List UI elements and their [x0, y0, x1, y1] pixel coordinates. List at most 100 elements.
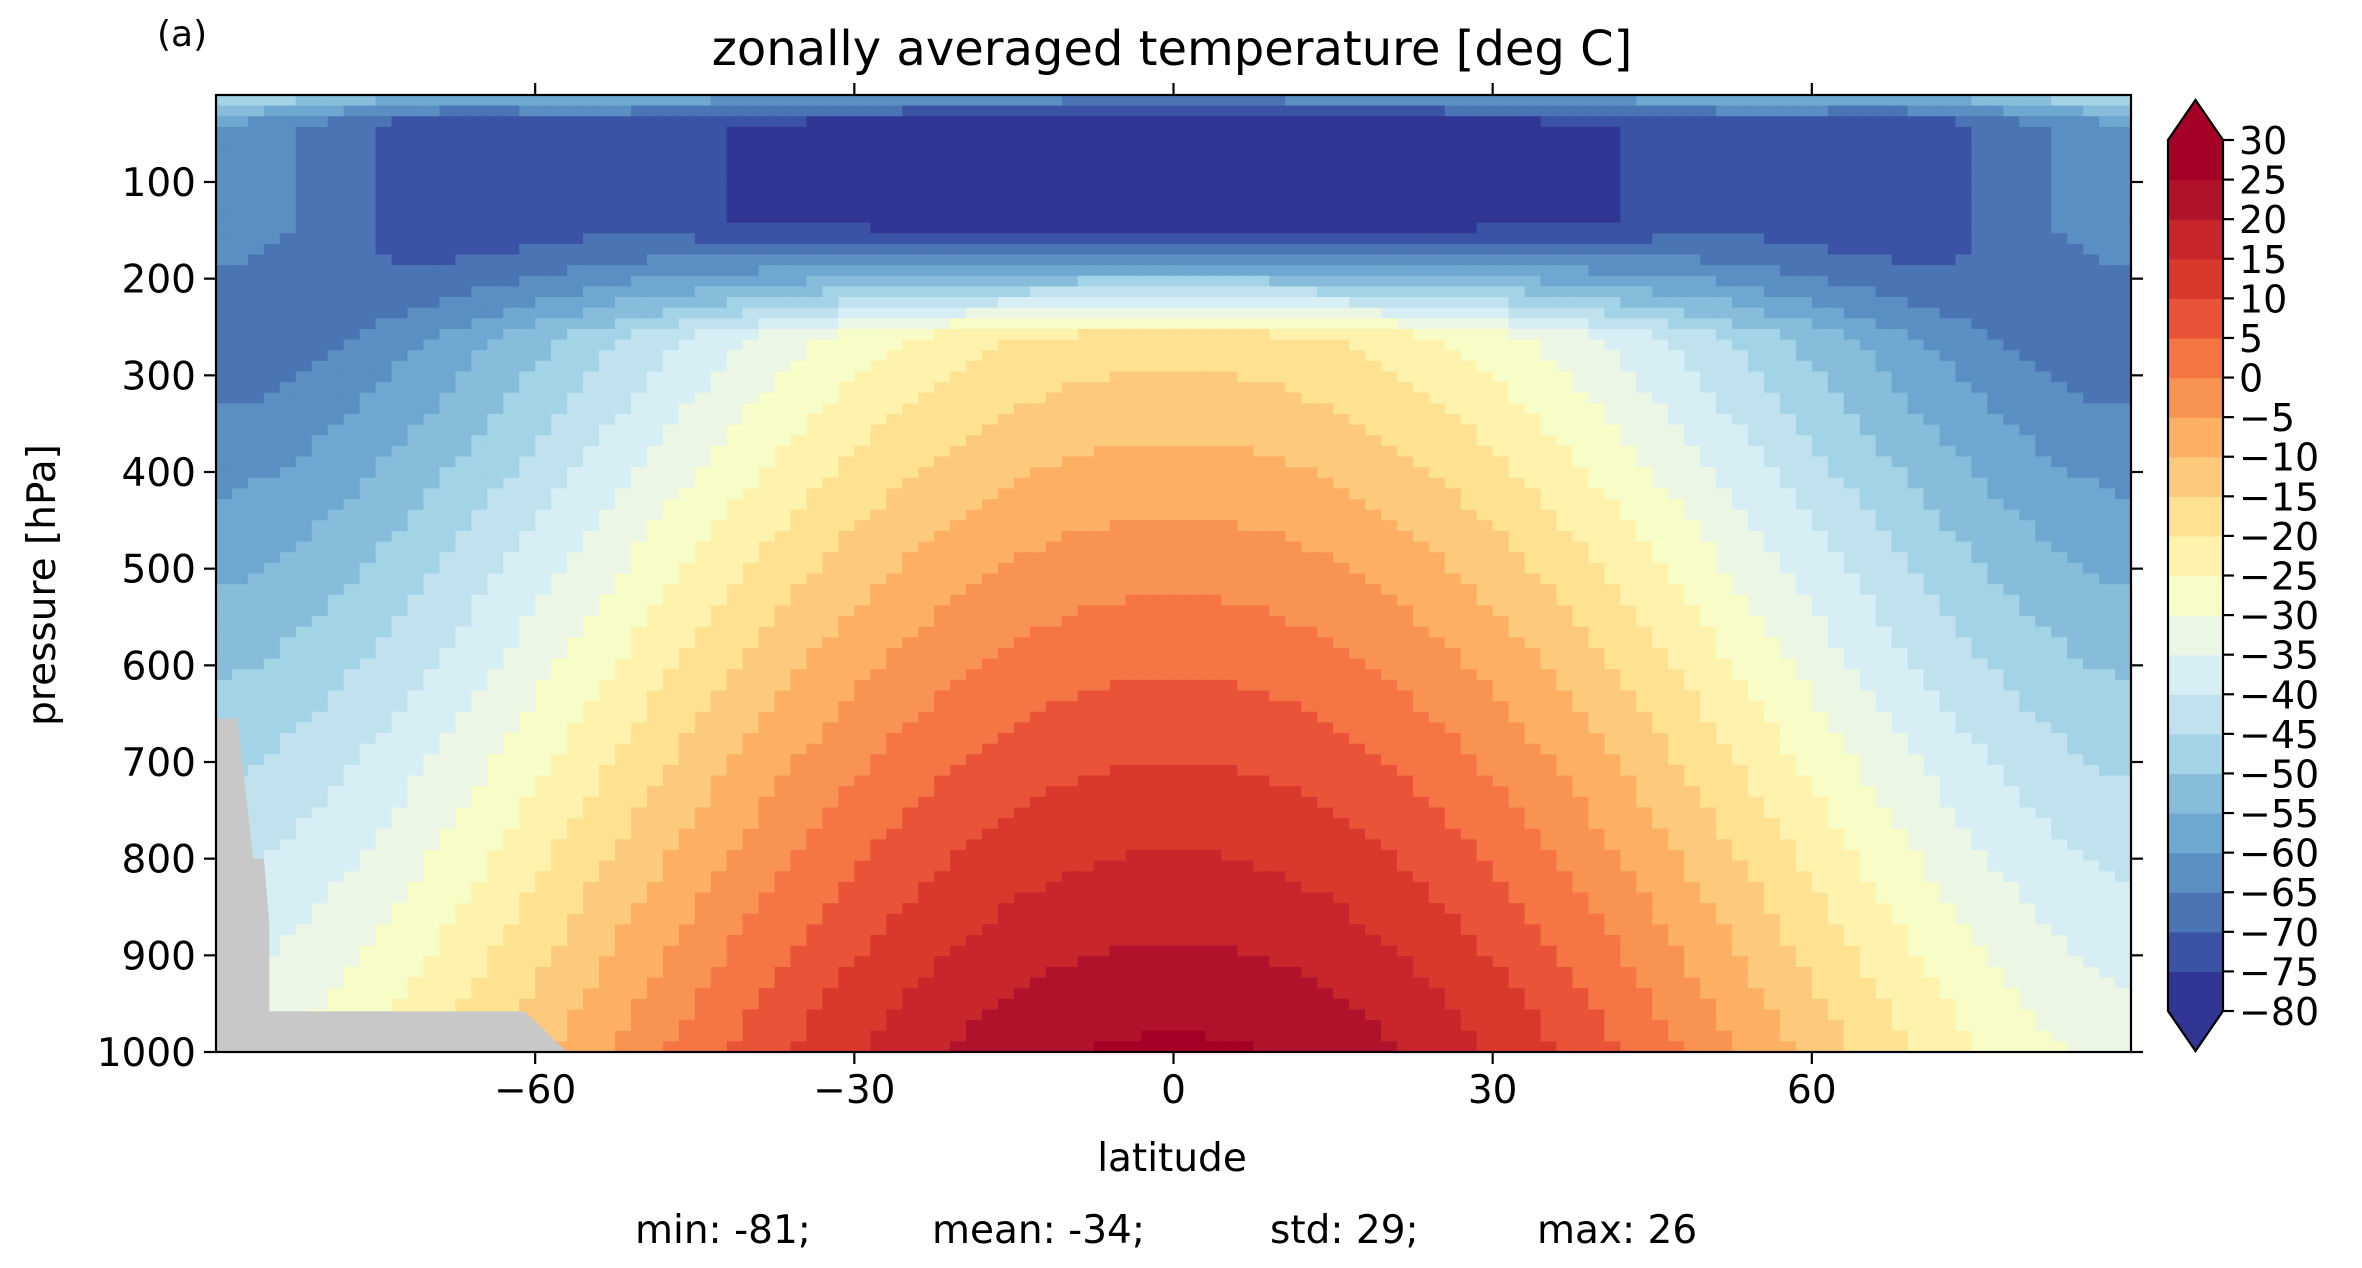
- contour-cell: [1412, 190, 1430, 202]
- contour-cell: [726, 297, 744, 309]
- contour-cell: [1508, 307, 1526, 319]
- contour-cell: [343, 445, 361, 458]
- contour-cell: [1285, 233, 1302, 245]
- contour-cell: [1460, 158, 1478, 171]
- contour-cell: [423, 105, 441, 117]
- contour-cell: [247, 339, 265, 351]
- contour-cell: [854, 360, 871, 373]
- contour-cell: [1748, 126, 1765, 139]
- contour-cell: [535, 243, 552, 256]
- contour-cell: [1684, 148, 1701, 160]
- contour-cell: [1955, 180, 1973, 192]
- contour-cell: [1237, 392, 1254, 404]
- contour-cell: [247, 265, 265, 277]
- contour-cell: [854, 328, 871, 341]
- contour-cell: [2083, 148, 2100, 160]
- contour-cell: [870, 126, 887, 139]
- contour-cell: [1891, 201, 1909, 213]
- contour-cell: [1700, 222, 1717, 234]
- contour-cell: [1620, 477, 1637, 490]
- contour-cell: [263, 414, 281, 426]
- contour-cell: [599, 392, 616, 404]
- contour-cell: [758, 116, 776, 128]
- contour-cell: [1317, 297, 1334, 309]
- contour-cell: [1955, 467, 1973, 479]
- contour-cell: [2003, 318, 2020, 330]
- contour-cell: [535, 467, 552, 479]
- contour-cell: [1093, 190, 1111, 202]
- contour-cell: [1492, 254, 1510, 266]
- contour-cell: [1077, 360, 1095, 373]
- contour-cell: [774, 116, 792, 128]
- contour-cell: [1939, 95, 1957, 107]
- contour-cell: [1748, 190, 1765, 202]
- contour-cell: [2115, 95, 2132, 107]
- contour-cell: [471, 445, 488, 458]
- contour-cell: [1987, 222, 2004, 234]
- contour-cell: [535, 137, 552, 149]
- contour-cell: [1620, 456, 1637, 468]
- contour-cell: [1732, 477, 1749, 490]
- contour-cell: [1971, 116, 1988, 128]
- contour-cell: [2067, 243, 2084, 256]
- contour-cell: [327, 307, 345, 319]
- contour-cell: [1317, 222, 1334, 234]
- contour-cell: [535, 520, 552, 532]
- contour-cell: [838, 445, 855, 458]
- contour-cell: [662, 339, 680, 351]
- contour-cell: [583, 477, 600, 490]
- contour-cell: [1428, 382, 1446, 394]
- contour-cell: [1013, 95, 1031, 107]
- contour-cell: [662, 499, 680, 511]
- contour-cell: [1748, 158, 1765, 171]
- contour-cell: [487, 169, 504, 181]
- contour-cell: [263, 211, 281, 224]
- contour-cell: [1317, 318, 1334, 330]
- contour-cell: [1700, 158, 1717, 171]
- contour-cell: [1955, 328, 1973, 341]
- contour-cell: [1476, 286, 1494, 298]
- contour-cell: [950, 254, 967, 266]
- contour-cell: [1508, 435, 1526, 447]
- contour-cell: [1955, 499, 1973, 511]
- contour-cell: [1875, 477, 1893, 490]
- contour-cell: [1923, 371, 1941, 383]
- contour-cell: [1269, 467, 1286, 479]
- contour-cell: [1301, 403, 1318, 415]
- contour-cell: [1971, 371, 1988, 383]
- contour-cell: [997, 530, 1015, 543]
- contour-cell: [311, 222, 329, 234]
- contour-cell: [1556, 499, 1574, 511]
- contour-cell: [407, 350, 425, 362]
- contour-cell: [1269, 360, 1286, 373]
- contour-cell: [1365, 339, 1382, 351]
- contour-cell: [1285, 116, 1302, 128]
- contour-cell: [375, 467, 393, 479]
- contour-cell: [758, 233, 776, 245]
- contour-cell: [2083, 201, 2100, 213]
- contour-cell: [1540, 307, 1558, 319]
- contour-cell: [471, 499, 488, 511]
- contour-cell: [1652, 488, 1669, 500]
- contour-cell: [822, 116, 839, 128]
- contour-cell: [950, 116, 967, 128]
- contour-cell: [630, 307, 648, 319]
- contour-cell: [1253, 275, 1270, 287]
- contour-cell: [950, 371, 967, 383]
- contour-cell: [1349, 350, 1366, 362]
- contour-cell: [279, 350, 297, 362]
- contour-cell: [870, 509, 887, 521]
- contour-cell: [1013, 318, 1031, 330]
- contour-cell: [758, 499, 776, 511]
- contour-cell: [471, 148, 488, 160]
- contour-cell: [1508, 328, 1526, 341]
- contour-cell: [966, 456, 983, 468]
- contour-cell: [950, 360, 967, 373]
- contour-cell: [1859, 371, 1877, 383]
- contour-cell: [423, 275, 441, 287]
- contour-cell: [583, 371, 600, 383]
- contour-cell: [1173, 488, 1191, 500]
- contour-cell: [758, 169, 776, 181]
- contour-cell: [1875, 297, 1893, 309]
- contour-cell: [1093, 265, 1111, 277]
